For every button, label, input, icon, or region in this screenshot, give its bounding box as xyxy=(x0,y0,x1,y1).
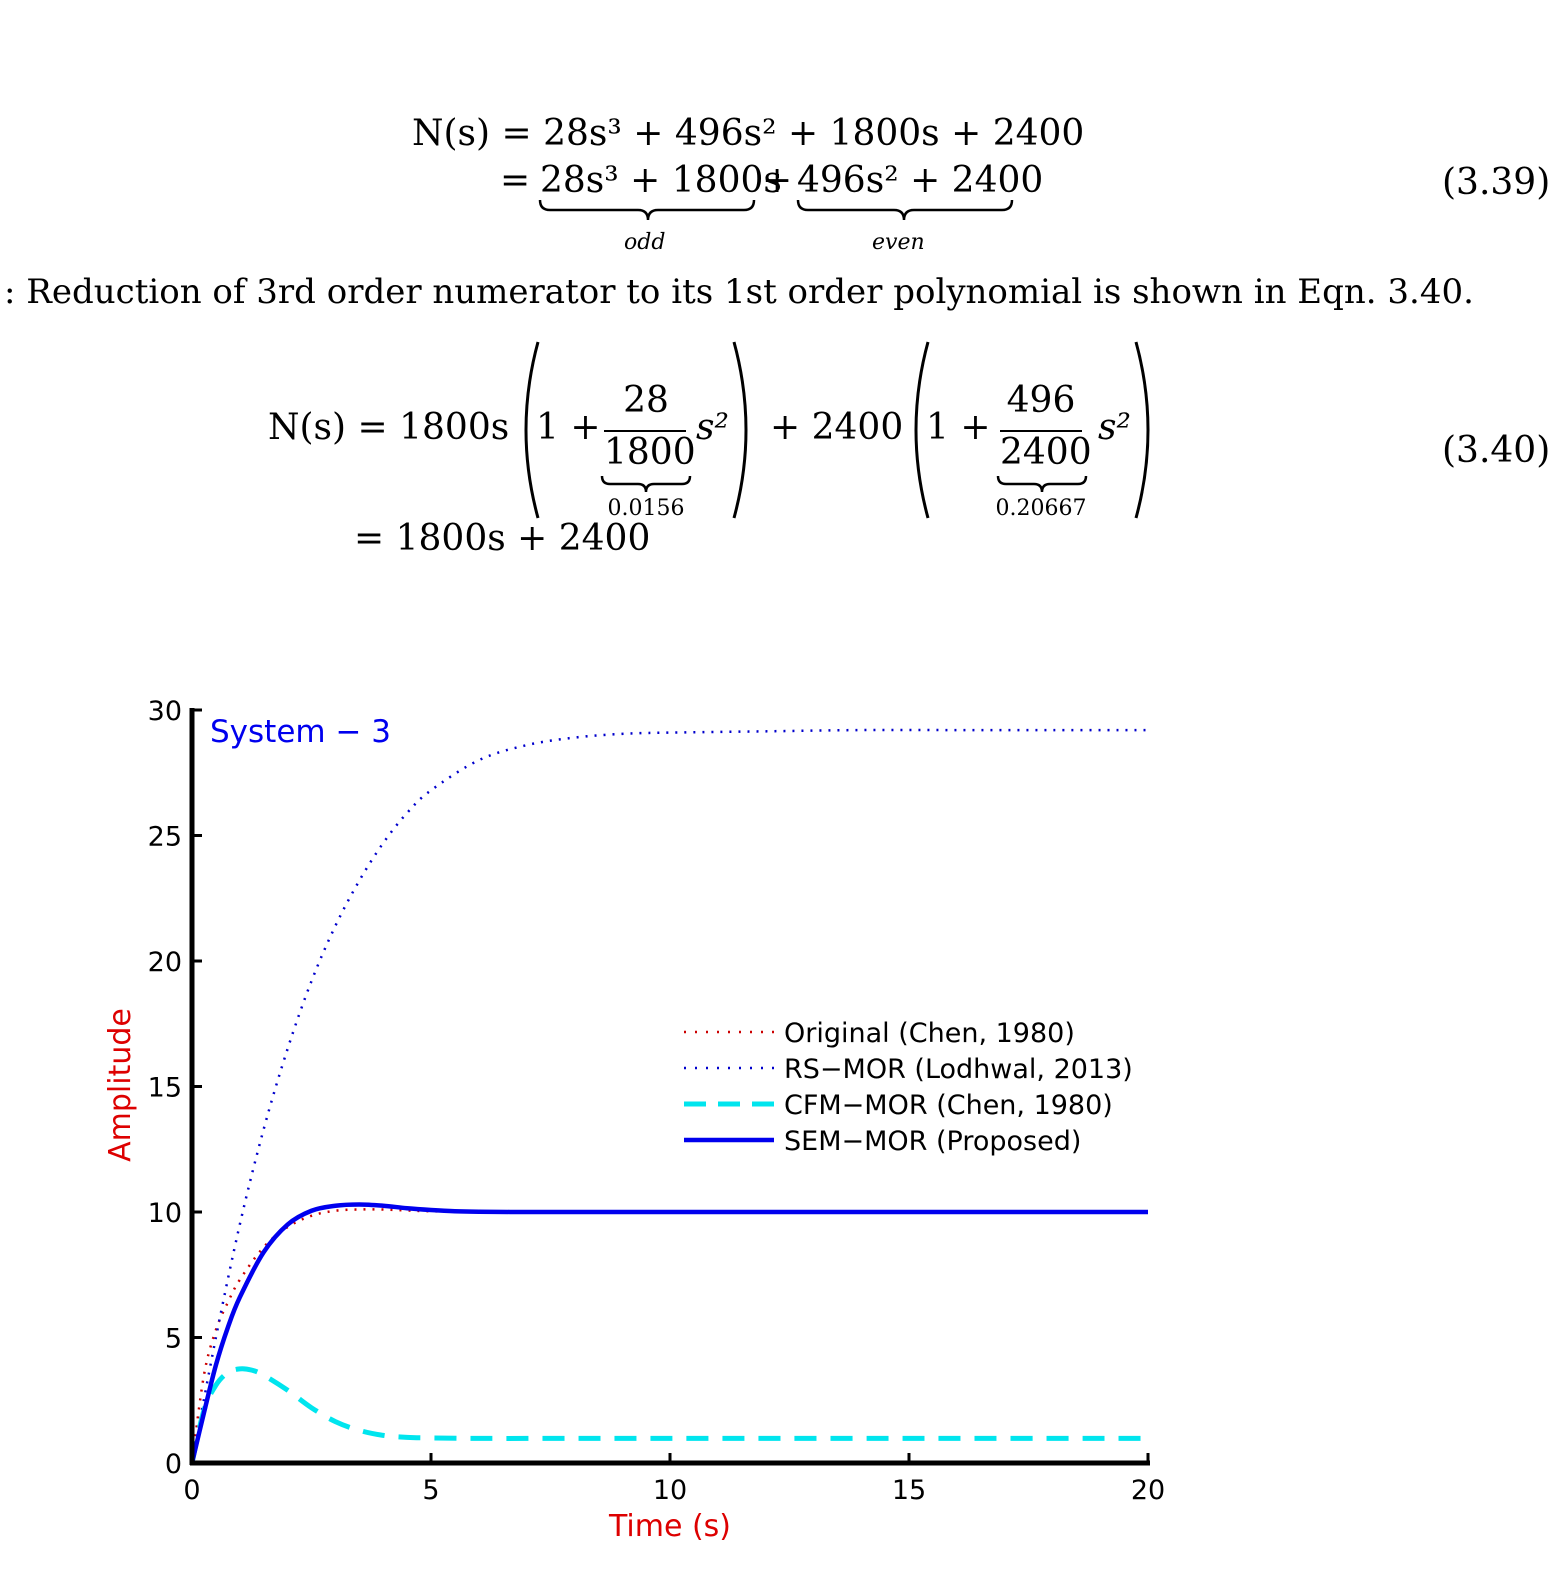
eq339-even-part: 496s² + 2400 xyxy=(797,160,1044,201)
eq340-underbrace-1 xyxy=(600,475,692,493)
eq339-rhs: 28s³ + 496s² + 1800s + 2400 xyxy=(543,113,1085,154)
step-text-content: : Reduction of 3rd order numerator to it… xyxy=(4,272,1474,312)
y-tick-label: 20 xyxy=(148,947,182,978)
eq339-underbraces xyxy=(538,199,1014,221)
step-response-chart: 0 5 10 15 20 0 5 10 15 20 25 30 System − 3 Time (s)… xyxy=(103,696,1166,1544)
eq340-result: = 1800s + 2400 xyxy=(354,518,651,559)
eq340-frac2-value: 0.20667 xyxy=(995,496,1087,521)
plot-area xyxy=(189,728,1148,1464)
eq339-plus: + xyxy=(762,160,793,201)
axes xyxy=(189,708,1150,1466)
eq339-line1: N(s) = 28s³ + 496s² + 1800s + 2400 xyxy=(412,113,1084,154)
x-tick-label: 10 xyxy=(653,1475,687,1506)
x-tick-label: 20 xyxy=(1131,1475,1165,1506)
ticks: 0 5 10 15 20 0 5 10 15 20 25 30 xyxy=(148,696,1166,1506)
eq339-odd-part: 28s³ + 1800s xyxy=(540,160,782,201)
legend-label-2: RS−MOR (Lodhwal, 2013) xyxy=(784,1054,1133,1085)
eq339-odd-label: odd xyxy=(624,230,666,255)
eq340-s2-a: s² xyxy=(696,407,729,448)
legend: Original (Chen, 1980) RS−MOR (Lodhwal, 20… xyxy=(684,1018,1133,1157)
eq340-lhs: N(s) = 1800s xyxy=(268,407,510,448)
step-text: : Reduction of 3rd order numerator to it… xyxy=(4,272,1474,312)
eq340-frac2-den: 2400 xyxy=(1000,432,1092,473)
y-axis-label: Amplitude xyxy=(103,1008,138,1162)
y-tick-label: 5 xyxy=(165,1324,182,1355)
legend-label-1: Original (Chen, 1980) xyxy=(784,1018,1075,1049)
legend-label-3: CFM−MOR (Chen, 1980) xyxy=(784,1090,1113,1121)
chart-title: System − 3 xyxy=(210,714,391,750)
underbrace-odd xyxy=(538,199,756,221)
y-tick-label: 0 xyxy=(165,1449,182,1480)
eq339-lhs: N(s) = xyxy=(412,113,532,154)
eq339-line2: = xyxy=(500,160,530,201)
eq340-frac1-bar xyxy=(604,430,686,432)
underbrace-even xyxy=(796,199,1014,221)
x-tick-label: 15 xyxy=(892,1475,926,1506)
eq340-paren-open-a xyxy=(524,341,540,519)
eq339-number: (3.39) xyxy=(1442,162,1551,203)
series-line-3 xyxy=(189,1366,1148,1464)
eq340-frac1-den: 1800 xyxy=(604,432,696,473)
y-tick-label: 25 xyxy=(148,822,182,853)
eq340-s2-b: s² xyxy=(1098,407,1131,448)
eq340-frac2-bar xyxy=(1000,430,1082,432)
eq340-number: (3.40) xyxy=(1442,430,1551,471)
x-axis-label: Time (s) xyxy=(608,1509,731,1544)
series-line-1 xyxy=(190,1208,1148,1464)
eq339-even-label: even xyxy=(872,230,925,255)
eq340-frac2-num: 496 xyxy=(1006,380,1076,421)
eq340-frac1-num: 28 xyxy=(623,380,669,421)
y-tick-label: 15 xyxy=(148,1073,182,1104)
series-line-4 xyxy=(189,1202,1148,1464)
y-tick-label: 10 xyxy=(148,1198,182,1229)
y-tick-label: 30 xyxy=(148,696,182,727)
legend-label-4: SEM−MOR (Proposed) xyxy=(784,1126,1081,1157)
eq340-paren-close-b xyxy=(1134,341,1150,519)
eq339-equals: = xyxy=(500,160,531,201)
eq340-paren-open-b xyxy=(914,341,930,519)
eq340-plus-2400: + 2400 xyxy=(770,407,904,448)
eq340-underbrace-2 xyxy=(996,475,1088,493)
eq340-paren-close-a xyxy=(732,341,748,519)
eq340-one-plus-b: 1 + xyxy=(926,407,991,448)
eq340-frac1-value: 0.0156 xyxy=(607,496,685,521)
eq340-one-plus-a: 1 + xyxy=(536,407,601,448)
x-tick-label: 0 xyxy=(183,1475,200,1506)
x-tick-label: 5 xyxy=(422,1475,439,1506)
